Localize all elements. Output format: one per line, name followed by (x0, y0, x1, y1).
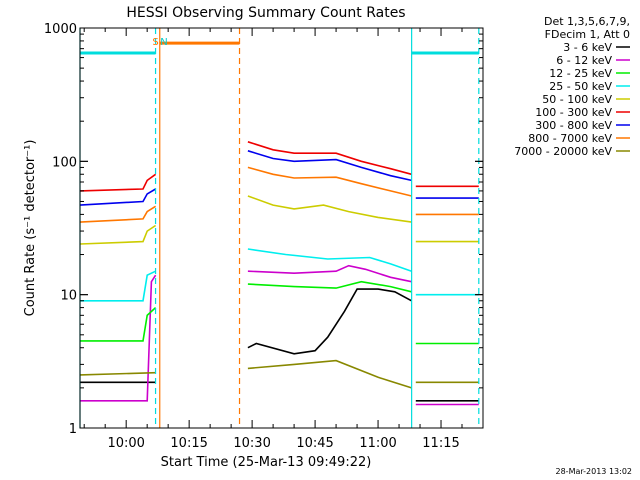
series-line-6-segment-0 (79, 188, 157, 206)
legend-label: 6 - 12 keV (556, 54, 612, 67)
y-tick-label: 1 (69, 422, 77, 437)
series-line-5-segment-0 (79, 173, 157, 192)
legend-label: 100 - 300 keV (535, 106, 612, 119)
x-tick-label: 11:00 (359, 436, 396, 451)
series-line-5-segment-1 (247, 141, 412, 176)
series-line-1-segment-1 (247, 264, 412, 283)
annotation-n: N (160, 37, 167, 48)
legend-label: 7000 - 20000 keV (514, 145, 612, 158)
y-axis: 1 10 100 1000 (44, 22, 483, 437)
plot-timestamp: 28-Mar-2013 13:02 (556, 467, 633, 476)
series-line-8-segment-0 (79, 371, 156, 376)
legend-label: 50 - 100 keV (542, 93, 612, 106)
legend-header-line-2: FDecim 1, Att 0 (545, 28, 630, 41)
series-line-7-segment-0 (79, 205, 157, 223)
series-line-8-segment-1 (247, 359, 412, 389)
series-line-1-segment-0 (80, 274, 157, 402)
x-tick-label: 10:30 (233, 436, 270, 451)
x-tick-label: 11:15 (422, 436, 459, 451)
x-axis: 10:00 10:15 10:30 10:45 11:00 11:15 (83, 28, 484, 451)
legend: Det 1,3,5,6,7,9, FDecim 1, Att 0 3 - 6 k… (514, 15, 630, 158)
legend-label: 25 - 50 keV (549, 80, 612, 93)
series-lines (79, 141, 479, 406)
series-line-3-segment-0 (80, 270, 156, 302)
series-line-2-segment-0 (80, 307, 157, 342)
x-tick-label: 10:45 (296, 436, 333, 451)
series-line-4-segment-0 (79, 224, 157, 245)
x-tick-label: 10:00 (107, 436, 144, 451)
series-line-4-segment-1 (247, 195, 412, 223)
series-line-7-segment-1 (247, 166, 412, 197)
y-axis-label: Count Rate (s⁻¹ detector⁻¹) (23, 140, 38, 317)
plot-frame (79, 27, 484, 429)
series-line-3-segment-1 (247, 248, 412, 272)
y-tick-label: 1000 (44, 22, 77, 37)
legend-label: 12 - 25 keV (549, 67, 612, 80)
chart-title: HESSI Observing Summary Count Rates (126, 5, 405, 21)
series-line-2-segment-1 (247, 280, 412, 293)
annotation-s: S (152, 37, 158, 48)
x-tick-label: 10:15 (170, 436, 207, 451)
series-line-0-segment-1 (247, 288, 412, 355)
series-line-6-segment-1 (247, 150, 412, 182)
y-tick-label: 10 (60, 289, 77, 304)
y-tick-label: 100 (52, 155, 77, 170)
legend-header-line-1: Det 1,3,5,6,7,9, (544, 15, 630, 28)
legend-label: 3 - 6 keV (563, 41, 612, 54)
legend-label: 800 - 7000 keV (528, 132, 612, 145)
legend-label: 300 - 800 keV (535, 119, 612, 132)
x-axis-label: Start Time (25-Mar-13 09:49:22) (161, 455, 372, 470)
